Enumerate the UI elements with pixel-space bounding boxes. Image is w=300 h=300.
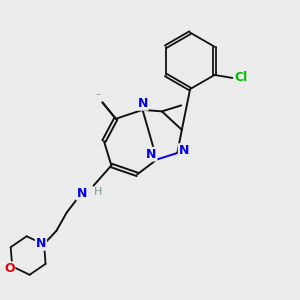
Text: N: N xyxy=(146,148,157,161)
Text: H: H xyxy=(94,187,102,196)
Text: N: N xyxy=(137,97,148,110)
Text: N: N xyxy=(36,237,46,250)
Text: N: N xyxy=(76,187,87,200)
Text: methyl: methyl xyxy=(97,94,102,95)
Text: N: N xyxy=(179,144,189,157)
Text: Cl: Cl xyxy=(235,71,248,84)
Text: O: O xyxy=(4,262,15,275)
